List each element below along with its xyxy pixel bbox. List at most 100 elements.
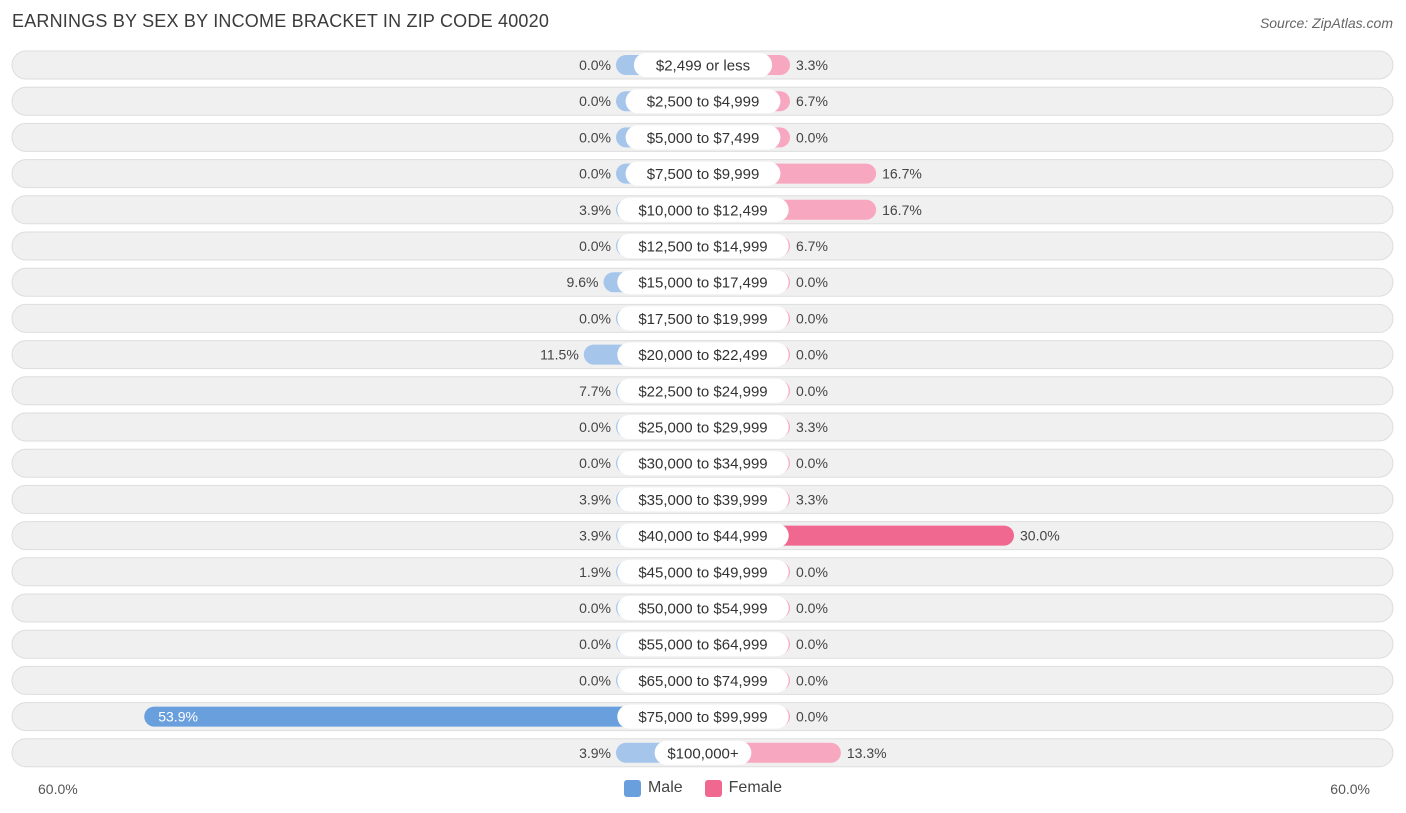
category-label: $50,000 to $54,999 [638,601,767,618]
category-label: $10,000 to $12,499 [638,202,767,219]
category-pill [633,53,773,77]
male-value-label: 0.0% [579,238,611,254]
female-value-label: 0.0% [796,274,828,290]
male-value-label: 0.0% [579,672,611,688]
row-16: 0.0% 0.0% $55,000 to $64,999 [11,629,1394,659]
male-swatch [623,779,641,797]
female-value-label: 16.7% [882,202,922,218]
bar-chart: 0.0% 3.3% $2,499 or less 0.0% 6.7% $2,500 to … [11,50,1394,768]
row-10: 0.0% 3.3% $25,000 to $29,999 [11,412,1394,442]
female-value-label: 13.3% [847,745,887,761]
row-2: 0.0% 0.0% $5,000 to $7,499 [11,122,1394,152]
legend-male-label: Male [647,779,683,796]
row-6: 9.6% 0.0% $15,000 to $17,499 [11,267,1394,297]
category-pill [617,197,789,222]
legend-item-female[interactable]: Female [704,779,782,797]
female-value-label: 0.0% [796,455,828,471]
male-value-label: 0.0% [579,419,611,435]
category-label: $2,500 to $4,999 [647,94,760,111]
row-19: 3.9% 13.3% $100,000+ [11,738,1394,768]
male-value-label: 9.6% [567,274,599,290]
category-pill [617,378,789,403]
female-value-label: 0.0% [796,347,828,363]
category-label: $100,000+ [667,745,739,762]
category-pill [617,306,789,331]
category-label: $5,000 to $7,499 [647,130,760,147]
female-value-label: 3.3% [796,491,828,507]
male-value-label: 0.0% [579,129,611,145]
category-label: $75,000 to $99,999 [638,709,767,726]
category-pill [625,161,781,186]
category-label: $40,000 to $44,999 [638,528,767,545]
male-value-label: 3.9% [579,202,611,218]
axis-right-label: 60.0% [1330,781,1370,797]
category-pill [617,596,789,620]
legend-item-male[interactable]: Male [623,779,683,797]
category-label: $25,000 to $29,999 [638,420,767,437]
chart-title: EARNINGS BY SEX BY INCOME BRACKET IN ZIP… [12,11,550,31]
category-pill [617,234,789,258]
row-9: 7.7% 0.0% $22,500 to $24,999 [11,376,1394,406]
category-label: $17,500 to $19,999 [638,311,767,328]
male-value-label: 0.0% [579,93,611,109]
row-1: 0.0% 6.7% $2,500 to $4,999 [11,86,1394,116]
category-label: $2,499 or less [656,58,750,75]
male-value-label: 0.0% [579,455,611,471]
axis-left-label: 60.0% [38,781,78,797]
row-11: 0.0% 0.0% $30,000 to $34,999 [11,448,1394,478]
male-bar [144,706,703,727]
female-value-label: 0.0% [796,636,828,652]
category-pill [617,559,789,584]
category-pill [617,668,789,693]
category-pill [625,125,781,150]
legend: Male Female [0,779,1406,797]
male-value-label: 7.7% [579,383,611,399]
female-value-label: 0.0% [796,600,828,616]
category-pill [617,704,789,729]
row-13: 3.9% 30.0% $40,000 to $44,999 [11,521,1394,551]
category-pill [617,451,789,476]
source-credit: Source: ZipAtlas.com [1259,15,1393,31]
row-8: 11.5% 0.0% $20,000 to $22,499 [11,340,1394,370]
male-value-label: 3.9% [579,491,611,507]
male-value-label: 3.9% [579,528,611,544]
female-value-label: 0.0% [796,129,828,145]
female-value-label: 0.0% [796,310,828,326]
category-label: $20,000 to $22,499 [638,347,767,364]
female-value-label: 6.7% [796,93,828,109]
female-value-label: 0.0% [796,672,828,688]
row-17: 0.0% 0.0% $65,000 to $74,999 [11,665,1394,695]
row-15: 0.0% 0.0% $50,000 to $54,999 [11,593,1394,623]
row-14: 1.9% 0.0% $45,000 to $49,999 [11,557,1394,587]
row-7: 0.0% 0.0% $17,500 to $19,999 [11,303,1394,333]
male-value-label: 0.0% [579,636,611,652]
category-pill [617,415,789,439]
male-value-label: 0.0% [579,57,611,73]
category-label: $65,000 to $74,999 [638,673,767,690]
category-label: $55,000 to $64,999 [638,637,767,654]
category-label: $7,500 to $9,999 [647,166,760,183]
category-pill [617,632,789,657]
row-12: 3.9% 3.3% $35,000 to $39,999 [11,484,1394,514]
category-pill [617,523,789,548]
male-value-label: 0.0% [579,310,611,326]
female-value-label: 0.0% [796,383,828,399]
category-pill [617,487,789,512]
male-value-label: 1.9% [579,564,611,580]
female-value-label: 30.0% [1020,528,1060,544]
category-label: $22,500 to $24,999 [638,383,767,400]
female-value-label: 6.7% [796,238,828,254]
category-label: $45,000 to $49,999 [638,564,767,581]
male-value-label: 11.5% [540,347,579,363]
category-label: $15,000 to $17,499 [638,275,767,292]
male-value-label: 0.0% [579,166,611,182]
category-pill [654,740,752,765]
category-pill [625,89,781,114]
female-value-label: 0.0% [796,709,828,725]
male-value-label: 0.0% [579,600,611,616]
category-label: $30,000 to $34,999 [638,456,767,473]
category-label: $12,500 to $14,999 [638,239,767,256]
row-0: 0.0% 3.3% $2,499 or less [11,50,1394,80]
category-pill [617,342,789,367]
male-value-label: 53.9% [158,709,198,725]
